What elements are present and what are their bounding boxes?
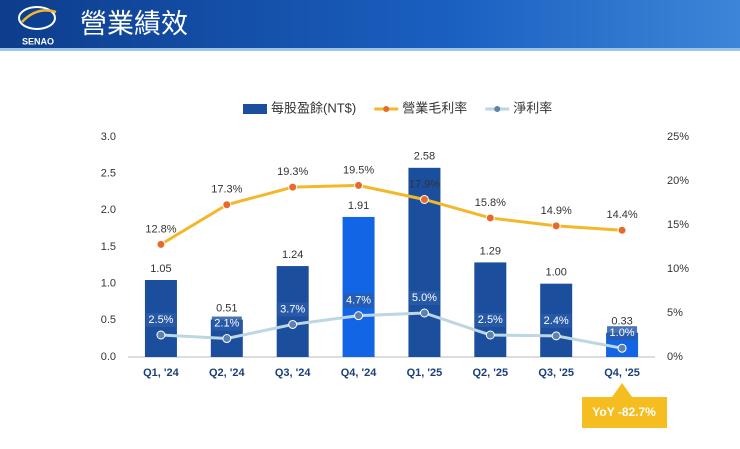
line-marker — [551, 221, 561, 231]
line-label: 2.4% — [544, 315, 569, 327]
label-bg — [343, 293, 374, 308]
annotation: YoY -82.7% — [592, 405, 656, 419]
line-label: 12.8% — [145, 223, 176, 235]
bar-label: 1.91 — [348, 200, 369, 212]
y2-tick-label: 5% — [667, 307, 683, 319]
bar-label: 2.58 — [414, 151, 435, 163]
line-marker — [288, 319, 298, 329]
line-marker — [419, 308, 429, 318]
y-tick-label: 1.0 — [101, 278, 116, 290]
line-label: 19.5% — [343, 164, 374, 176]
line-label: 3.7% — [280, 303, 305, 315]
header-rule — [0, 48, 740, 51]
label-bg — [211, 316, 242, 331]
y2-tick-label: 25% — [667, 131, 689, 143]
x-tick-label: Q4, '24 — [341, 367, 378, 379]
bar-label: 1.05 — [150, 263, 171, 275]
line-marker — [551, 331, 561, 341]
label-bg — [475, 313, 506, 327]
line-marker — [156, 239, 166, 249]
legend-label: 每股盈餘(NT$) — [271, 100, 356, 115]
legend-label: 營業毛利率 — [402, 100, 467, 115]
x-tick-label: Q1, '25 — [407, 367, 443, 379]
y2-tick-label: 15% — [667, 219, 689, 231]
line-marker — [419, 194, 429, 204]
x-tick-label: Q3, '25 — [538, 367, 574, 379]
line-marker — [485, 330, 495, 340]
page-title: 營業績效 — [80, 9, 188, 39]
line-marker — [156, 330, 166, 340]
label-bg — [541, 313, 572, 328]
bar-label: 1.29 — [480, 245, 501, 257]
line-label: 2.1% — [214, 317, 239, 329]
y-tick-label: 0.0 — [101, 351, 116, 363]
y-tick-label: 2.0 — [101, 204, 116, 216]
y-tick-label: 0.5 — [101, 314, 116, 326]
line-marker — [354, 311, 364, 321]
bar-label: 0.33 — [611, 316, 632, 328]
y2-tick-label: 10% — [667, 263, 689, 275]
line-marker — [354, 180, 364, 190]
line-label: 17.3% — [211, 184, 242, 196]
line-marker — [222, 334, 232, 344]
x-tick-label: Q4, '25 — [604, 367, 640, 379]
header-bar — [0, 0, 740, 50]
legend-label: 淨利率 — [513, 100, 552, 115]
bar — [474, 262, 507, 357]
label-bg — [277, 302, 308, 317]
bar-label: 1.00 — [545, 267, 566, 279]
line-label: 14.9% — [541, 205, 572, 217]
line-marker — [288, 182, 298, 192]
bar — [342, 216, 375, 357]
line-label: 19.3% — [277, 166, 308, 178]
x-tick-label: Q2, '25 — [472, 367, 508, 379]
bar-label: 1.24 — [282, 249, 303, 261]
line-label: 15.8% — [475, 197, 506, 209]
line-label: 17.9% — [409, 178, 440, 190]
line-marker — [485, 213, 495, 223]
label-bg — [145, 313, 176, 327]
line-marker — [222, 200, 232, 210]
y2-tick-label: 0% — [667, 351, 683, 363]
legend-swatch — [243, 104, 267, 114]
label-bg — [409, 291, 440, 305]
line-marker — [617, 225, 627, 235]
bar-label: 0.51 — [216, 303, 237, 315]
y2-tick-label: 20% — [667, 175, 689, 187]
annotation-box — [582, 383, 668, 428]
line-label: 2.5% — [478, 314, 503, 326]
line-label: 2.5% — [148, 314, 173, 326]
y-tick-label: 2.5 — [101, 168, 116, 180]
logo-mark — [18, 6, 57, 30]
label-bg — [607, 326, 638, 341]
line-label: 4.7% — [346, 295, 371, 307]
x-tick-label: Q1, '24 — [143, 367, 180, 379]
y-tick-label: 3.0 — [101, 131, 116, 143]
legend-marker — [383, 106, 390, 112]
logo-text: SENAO — [22, 36, 54, 46]
legend-marker — [494, 106, 501, 112]
line — [160, 311, 623, 350]
line — [160, 183, 623, 246]
line-label: 1.0% — [610, 327, 635, 339]
line-marker — [617, 343, 627, 353]
y-tick-label: 1.5 — [101, 241, 116, 253]
x-tick-label: Q3, '24 — [275, 367, 312, 379]
x-tick-label: Q2, '24 — [209, 367, 246, 379]
line-label: 5.0% — [412, 292, 437, 304]
line-label: 14.4% — [606, 209, 637, 221]
